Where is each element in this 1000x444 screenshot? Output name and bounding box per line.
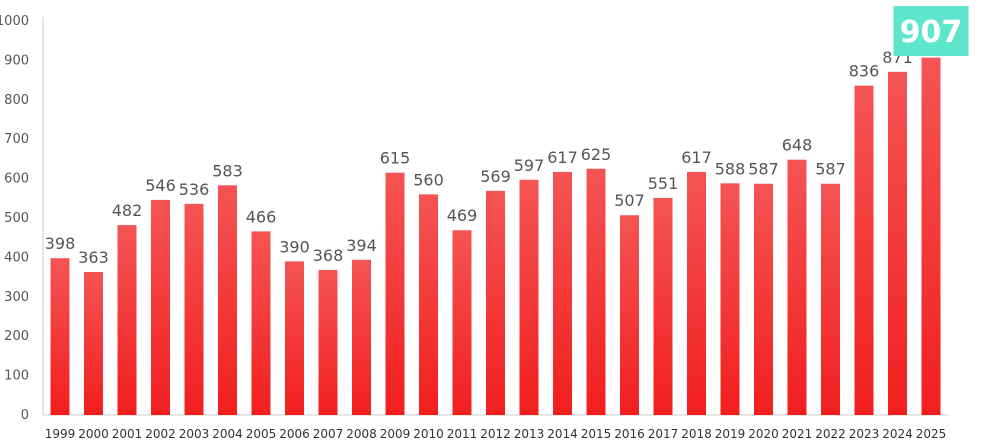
bar (921, 57, 941, 415)
x-tick-label: 2000 (78, 427, 109, 441)
data-label: 597 (514, 156, 545, 175)
bar (586, 168, 606, 415)
x-tick-label: 2023 (849, 427, 880, 441)
data-label: 625 (581, 145, 612, 164)
y-tick-label: 100 (4, 369, 29, 384)
y-tick-label: 0 (21, 408, 29, 423)
bar (184, 203, 204, 415)
data-label: 617 (547, 148, 578, 167)
highlight-value-label: 907 (900, 15, 963, 50)
bar (285, 261, 304, 415)
bar (553, 171, 572, 415)
bar (419, 194, 438, 415)
x-tick-label: 2021 (782, 427, 813, 441)
bar (888, 71, 907, 416)
data-label: 466 (246, 207, 277, 226)
y-tick-label: 300 (4, 290, 29, 305)
x-tick-label: 2010 (413, 427, 444, 441)
y-tick-label: 1000 (0, 14, 29, 29)
x-tick-label: 2017 (648, 427, 679, 441)
x-tick-label: 2005 (246, 427, 277, 441)
data-label: 560 (413, 170, 444, 189)
x-tick-label: 2020 (748, 427, 779, 441)
data-label: 507 (614, 191, 645, 210)
data-label: 363 (78, 248, 109, 267)
data-label: 368 (313, 246, 344, 265)
x-tick-label: 2024 (882, 427, 913, 441)
x-tick-label: 2006 (279, 427, 310, 441)
bar (84, 271, 103, 415)
y-tick-label: 600 (4, 172, 29, 187)
x-tick-label: 2007 (313, 427, 344, 441)
data-label: 551 (648, 174, 679, 193)
data-label: 587 (815, 160, 846, 179)
x-tick-label: 2004 (212, 427, 243, 441)
data-label: 569 (480, 167, 511, 186)
data-label: 587 (748, 160, 779, 179)
bar (720, 183, 740, 415)
x-tick-label: 2011 (447, 427, 478, 441)
chart-bars (50, 57, 941, 416)
x-tick-label: 2009 (380, 427, 411, 441)
data-label: 615 (380, 149, 411, 168)
x-tick-label: 2015 (581, 427, 612, 441)
bar (653, 197, 673, 415)
bar (50, 258, 70, 415)
bar (151, 199, 170, 415)
x-tick-label: 2012 (480, 427, 511, 441)
x-tick-label: 2025 (916, 427, 947, 441)
data-label: 648 (782, 136, 813, 155)
y-tick-label: 700 (4, 132, 29, 147)
bar (318, 270, 338, 415)
y-tick-label: 400 (4, 250, 29, 265)
bar (385, 172, 405, 415)
data-label: 836 (849, 62, 880, 81)
bar (854, 85, 874, 415)
x-tick-label: 2008 (346, 427, 377, 441)
bar (486, 190, 505, 415)
bar (787, 159, 807, 415)
x-tick-label: 2002 (145, 427, 176, 441)
x-tick-label: 2001 (112, 427, 143, 441)
chart-y-ticks: 0 100 200 300 400 500 600 700 800 900 1000 (0, 14, 29, 423)
bar (754, 183, 773, 415)
bar (251, 231, 271, 415)
x-tick-label: 2022 (815, 427, 846, 441)
x-tick-label: 1999 (45, 427, 76, 441)
data-label: 588 (715, 159, 746, 178)
x-tick-label: 2014 (547, 427, 578, 441)
bar (687, 171, 706, 415)
bar (519, 179, 539, 415)
data-label: 617 (681, 148, 712, 167)
data-label: 482 (112, 201, 143, 220)
y-tick-label: 500 (4, 211, 29, 226)
x-tick-label: 2016 (614, 427, 645, 441)
data-label: 394 (346, 236, 377, 255)
bar (352, 259, 371, 415)
data-label: 536 (179, 180, 210, 199)
data-label: 469 (447, 206, 478, 225)
x-tick-label: 2019 (715, 427, 746, 441)
data-label: 546 (145, 176, 176, 195)
x-tick-label: 2003 (179, 427, 210, 441)
bar (620, 215, 639, 415)
data-label: 583 (212, 161, 243, 180)
y-tick-label: 200 (4, 329, 29, 344)
highlight-callout: 907 (893, 6, 969, 56)
x-tick-label: 2013 (514, 427, 545, 441)
bar (452, 230, 472, 415)
y-tick-label: 800 (4, 93, 29, 108)
chart-x-ticks: 1999 2000 2001 2002 2003 2004 2005 2006 2007 2008… (45, 427, 947, 441)
bar (821, 183, 840, 415)
bar (218, 185, 237, 415)
highlight-badge (893, 6, 969, 56)
data-label: 390 (279, 237, 310, 256)
x-tick-label: 2018 (681, 427, 712, 441)
data-label: 398 (45, 234, 76, 253)
bar (117, 225, 137, 415)
y-tick-label: 900 (4, 53, 29, 68)
